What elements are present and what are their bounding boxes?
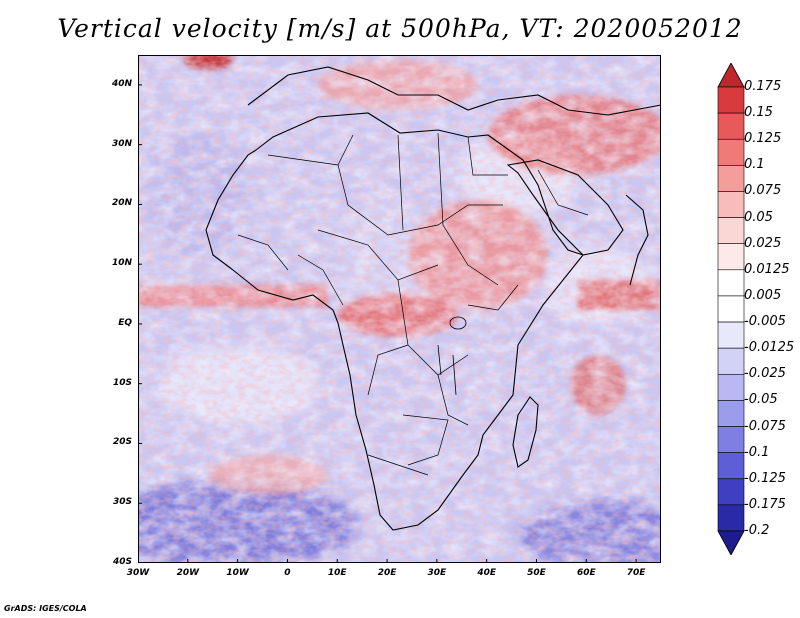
colorbar-label: 0.05 (744, 209, 773, 225)
lakes (437, 316, 467, 396)
colorbar-label: -0.175 (744, 496, 786, 512)
lon-label: 30W (126, 568, 150, 578)
lon-label: 0 (284, 568, 291, 578)
colorbar-band (717, 86, 745, 114)
lat-label: 20N (111, 198, 132, 209)
colorbar-label: -0.125 (744, 470, 786, 486)
colorbar-band (717, 321, 745, 349)
coastlines (205, 66, 661, 531)
colorbar-label: -0.05 (744, 392, 778, 408)
country-borders (237, 132, 589, 476)
colorbar-label: 0.025 (744, 235, 782, 251)
africa-coastline (205, 112, 584, 531)
tick-marks (138, 84, 637, 563)
colorbar-top-triangle (717, 63, 745, 88)
colorbar-band (717, 295, 745, 323)
velocity-map (138, 55, 661, 563)
lon-label: 40E (477, 568, 496, 578)
lat-label: 40N (111, 78, 132, 89)
india-coastline (625, 194, 649, 286)
colorbar-label: 0.125 (744, 131, 782, 147)
colorbar-band (717, 373, 745, 401)
lon-label: 50E (527, 568, 546, 578)
colorbar-label: -0.025 (744, 366, 786, 382)
lat-label: 30S (112, 497, 132, 508)
colorbar-band (717, 191, 745, 218)
colorbar-label: 0.175 (744, 79, 782, 94)
colorbar (717, 63, 745, 555)
colorbar-band (717, 217, 745, 245)
map-title: Vertical velocity [m/s] at 500hPa, VT: 2… (57, 14, 743, 43)
lat-label: 40S (112, 557, 132, 567)
lon-label: 30E (427, 568, 447, 578)
grads-credit: GrADS: IGES/COLA (4, 604, 87, 613)
lat-label: 30N (111, 138, 132, 149)
map-border (138, 55, 661, 563)
lon-label: 20E (377, 568, 397, 578)
colorbar-band (717, 504, 745, 532)
colorbar-label: -0.005 (744, 314, 786, 330)
lon-label: 70E (626, 568, 646, 578)
arabia-coastline (506, 159, 624, 256)
lat-label: 10S (112, 377, 132, 388)
colorbar-band (717, 112, 745, 140)
colorbar-band (717, 269, 745, 297)
colorbar-label: 0.005 (744, 287, 782, 303)
colorbar-band (717, 347, 745, 375)
lat-label: EQ (118, 317, 132, 328)
madagascar-coastline (512, 396, 539, 468)
colorbar-label: -0.0125 (744, 340, 795, 356)
colorbar-label: 0.0125 (744, 261, 790, 277)
colorbar-band (717, 243, 745, 271)
colorbar-label: 0.075 (744, 183, 782, 199)
lon-label: 20W (176, 568, 200, 578)
lat-label: 10N (111, 258, 132, 269)
lon-label: 10W (226, 568, 249, 578)
colorbar-band (717, 400, 745, 427)
colorbar-bottom-triangle (717, 530, 745, 555)
colorbar-band (717, 478, 745, 506)
colorbar-band (717, 138, 745, 166)
colorbar-label: 0.1 (744, 157, 765, 173)
europe-coastline (247, 66, 661, 116)
colorbar-label: -0.1 (744, 444, 770, 460)
colorbar-band (717, 165, 745, 192)
colorbar-label: -0.2 (744, 523, 770, 538)
lat-label: 20S (112, 437, 132, 448)
lon-label: 10E (327, 568, 347, 578)
colorbar-label: 0.15 (744, 105, 773, 121)
lon-label: 60E (576, 568, 596, 578)
field-texture-red (138, 55, 661, 563)
colorbar-band (717, 426, 745, 453)
colorbar-band (717, 452, 745, 480)
colorbar-label: -0.075 (744, 418, 786, 434)
